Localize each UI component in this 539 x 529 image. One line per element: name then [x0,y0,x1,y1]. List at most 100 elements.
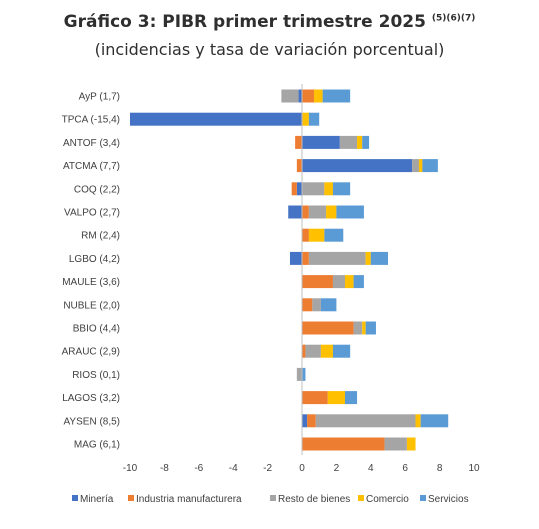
bar-atcma-7-7-comercio [418,159,423,173]
bar-maule-3-6-comercio [345,275,354,289]
bar-lgbo-4-2-mineria [289,251,302,265]
chart-title: Gráfico 3: PIBR primer trimestre 2025 (5… [0,12,539,32]
bar-ayp-1-7-mineria [298,89,302,103]
legend-label-industria-manufacturera: Industria manufacturera [136,494,242,505]
bar-aysen-8-5-mineria [302,414,308,428]
category-label-aysen-8-5: AYSEN (8,5) [64,416,121,427]
bar-antof-3-4-mineria [302,135,340,149]
bar-maule-3-6-servicios [353,275,364,289]
legend-swatch-mineria [72,495,78,501]
x-tick-label: 4 [368,463,374,474]
bar-atcma-7-7-industria-manufacturera [296,159,302,173]
bar-lgbo-4-2-resto-de-bienes [308,251,366,265]
bar-aysen-8-5-industria-manufacturera [307,414,316,428]
bar-lgbo-4-2-industria-manufacturera [302,251,309,265]
bar-antof-3-4-industria-manufacturera [295,135,302,149]
bar-antof-3-4-resto-de-bienes [339,135,358,149]
bar-antof-3-4-servicios [362,135,370,149]
bar-nuble-2-0-resto-de-bienes [312,298,321,312]
bar-coq-2-2-industria-manufacturera [291,182,297,196]
bar-arauc-2-9-servicios [332,344,351,358]
bar-arauc-2-9-resto-de-bienes [305,344,321,358]
bar-valpo-2-7-resto-de-bienes [308,205,327,219]
bar-ayp-1-7-comercio [314,89,323,103]
category-label-lgbo-4-2: LGBO (4,2) [69,254,120,265]
category-label-maule-3-6: MAULE (3,6) [62,277,120,288]
bar-atcma-7-7-mineria [302,159,413,173]
bar-lagos-3-2-comercio [327,391,345,405]
legend-label-mineria: Minería [80,494,114,505]
x-tick-label: 10 [468,463,480,474]
bar-lgbo-4-2-servicios [370,251,388,265]
category-label-nuble-2-0: NUBLE (2,0) [63,300,120,311]
bar-nuble-2-0-industria-manufacturera [302,298,313,312]
bar-valpo-2-7-industria-manufacturera [302,205,309,219]
bar-bbio-4-4-comercio [362,321,366,335]
category-label-antof-3-4: ANTOF (3,4) [63,138,120,149]
bar-bbio-4-4-industria-manufacturera [302,321,354,335]
x-tick-label: 8 [437,463,443,474]
x-tick-label: -8 [160,463,169,474]
bar-coq-2-2-mineria [296,182,302,196]
bar-nuble-2-0-servicios [320,298,337,312]
legend-swatch-resto-de-bienes [270,495,276,501]
category-label-coq-2-2: COQ (2,2) [74,184,120,195]
bar-aysen-8-5-comercio [415,414,421,428]
category-label-arauc-2-9: ARAUC (2,9) [62,347,120,358]
bar-aysen-8-5-servicios [420,414,449,428]
x-tick-label: -4 [229,463,238,474]
x-tick-label: 6 [402,463,408,474]
legend-label-servicios: Servicios [428,494,469,505]
category-label-rm-2-4: RM (2,4) [81,231,120,242]
bar-antof-3-4-comercio [357,135,363,149]
x-tick-label: 0 [299,463,305,474]
chart-title-text: Gráfico 3: PIBR primer trimestre 2025 [63,12,426,32]
bar-tpca-15-4-comercio [302,112,309,126]
category-label-valpo-2-7: VALPO (2,7) [64,208,120,219]
bar-maule-3-6-resto-de-bienes [332,275,345,289]
chart-subtitle: (incidencias y tasa de variación porcent… [94,40,445,59]
x-tick-label: -2 [263,463,272,474]
bar-ayp-1-7-resto-de-bienes [281,89,299,103]
bar-valpo-2-7-servicios [336,205,364,219]
bar-coq-2-2-resto-de-bienes [302,182,325,196]
bar-atcma-7-7-resto-de-bienes [412,159,419,173]
legend-swatch-servicios [420,495,426,501]
bar-lgbo-4-2-comercio [365,251,371,265]
bar-ayp-1-7-servicios [322,89,351,103]
legend-swatch-comercio [358,495,364,501]
x-tick-label: 2 [334,463,340,474]
category-label-ayp-1-7: AyP (1,7) [79,92,120,103]
bar-arauc-2-9-industria-manufacturera [302,344,306,358]
bar-rm-2-4-comercio [308,228,325,242]
bar-rm-2-4-servicios [324,228,344,242]
bar-lagos-3-2-servicios [345,391,358,405]
bar-bbio-4-4-resto-de-bienes [353,321,363,335]
x-tick-label: -10 [123,463,138,474]
x-tick-label: -6 [194,463,203,474]
bar-tpca-15-4-servicios [308,112,320,126]
bar-rios-0-1-servicios [302,367,306,381]
bar-mag-6-1-comercio [406,437,416,451]
bar-aysen-8-5-resto-de-bienes [315,414,416,428]
category-label-tpca-15-4: TPCA (-15,4) [62,115,120,126]
legend-label-comercio: Comercio [366,494,409,505]
category-label-lagos-3-2: LAGOS (3,2) [62,393,120,404]
bar-lagos-3-2-industria-manufacturera [302,391,328,405]
bar-coq-2-2-comercio [324,182,333,196]
category-label-rios-0-1: RIOS (0,1) [72,370,120,381]
bar-mag-6-1-resto-de-bienes [384,437,407,451]
bar-coq-2-2-servicios [332,182,351,196]
bar-maule-3-6-industria-manufacturera [302,275,333,289]
bar-mag-6-1-industria-manufacturera [302,437,385,451]
bar-rios-0-1-resto-de-bienes [296,367,302,381]
bar-rm-2-4-industria-manufacturera [302,228,309,242]
legend-label-resto-de-bienes: Resto de bienes [278,494,350,505]
legend-swatch-industria-manufacturera [128,495,134,501]
category-label-bbio-4-4: BBIO (4,4) [73,324,120,335]
category-label-mag-6-1: MAG (6,1) [74,440,120,451]
bar-ayp-1-7-industria-manufacturera [302,89,315,103]
bar-tpca-15-4-mineria [130,112,302,126]
